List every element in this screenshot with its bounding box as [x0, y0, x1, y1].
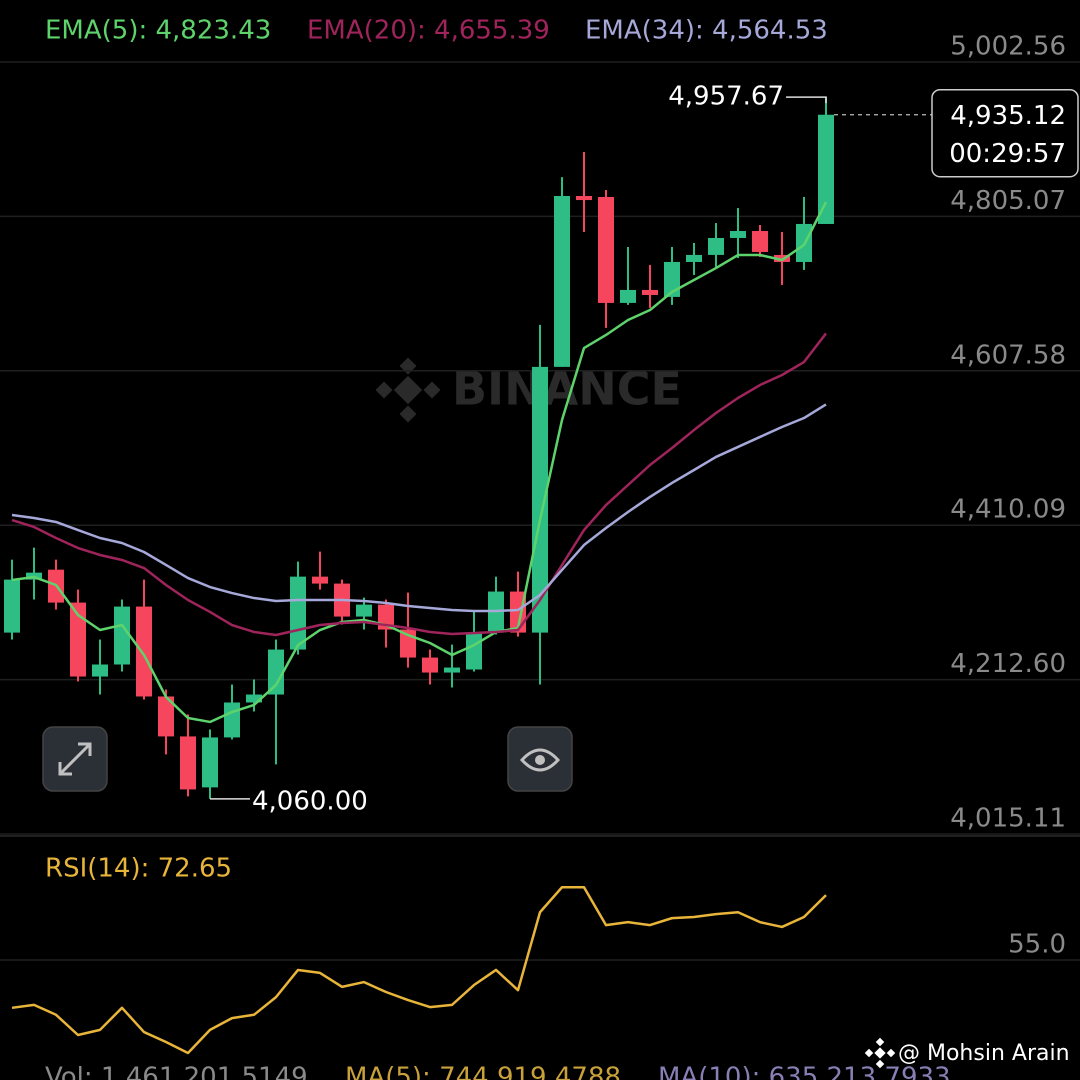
candle-body [466, 632, 482, 670]
candle-body [730, 231, 746, 238]
candle-body [752, 231, 768, 252]
y-tick-label: 4,607.58 [950, 340, 1066, 370]
visibility-button[interactable] [507, 726, 573, 792]
candle-body [246, 694, 262, 703]
price-box [931, 88, 1079, 178]
candle-body [4, 579, 20, 633]
legend-entry: EMA(5): 4,823.43 [45, 16, 271, 46]
candle-body [312, 576, 328, 584]
candle-body [180, 736, 196, 790]
high-marker [786, 96, 827, 104]
legend-entry: EMA(20): 4,655.39 [307, 16, 550, 46]
y-tick-label: 55.0 [1008, 930, 1066, 960]
candle-body [268, 649, 284, 695]
candle-body [510, 591, 526, 633]
candle-body [532, 366, 548, 633]
low-label: 4,060.00 [252, 786, 368, 816]
candle-body [356, 604, 372, 617]
volume-legend: MA(10): 635,213.7933 [658, 1063, 951, 1080]
candle-body [70, 602, 86, 677]
candle-body [686, 254, 702, 262]
volume-legend: Vol: 1,461,201.5149 [45, 1063, 308, 1080]
candle-body [114, 606, 130, 665]
legend-entry: RSI(14): 72.65 [45, 854, 232, 884]
candle-body [818, 114, 834, 224]
candle-body [708, 237, 724, 255]
expand-button[interactable] [42, 726, 108, 792]
credit: @ Mohsin Arain [898, 1041, 1070, 1066]
legend-entry: EMA(34): 4,564.53 [585, 16, 828, 46]
volume-legend: MA(5): 744,919.4788 [345, 1063, 621, 1080]
candle-body [422, 657, 438, 673]
candle-body [444, 667, 460, 673]
rsi-line [11, 886, 827, 1055]
candle-body [620, 289, 636, 303]
candle-body [554, 195, 570, 367]
y-tick-label: 5,002.56 [950, 32, 1066, 62]
current-price-label: 4,935.12 [950, 101, 1066, 131]
candle-body [290, 576, 306, 650]
candle-body [774, 254, 790, 262]
y-tick-label: 4,212.60 [950, 649, 1066, 679]
candle-body [576, 195, 592, 201]
y-tick-label: 4,805.07 [950, 186, 1066, 216]
candle-body [224, 702, 240, 738]
candle-body [642, 289, 658, 295]
countdown: 00:29:57 [949, 139, 1066, 169]
ema-line [11, 403, 827, 613]
candle-body [136, 606, 152, 697]
y-tick-label: 4,410.09 [950, 495, 1066, 525]
candle-body [158, 696, 174, 737]
candle-body [202, 737, 218, 788]
high-label: 4,957.67 [668, 82, 784, 112]
candle-body [598, 197, 614, 303]
ema-line [11, 332, 827, 637]
y-tick-label: 4,015.11 [950, 803, 1066, 833]
ema-line [11, 201, 828, 724]
candle-body [664, 261, 680, 297]
candle-body [92, 664, 108, 677]
